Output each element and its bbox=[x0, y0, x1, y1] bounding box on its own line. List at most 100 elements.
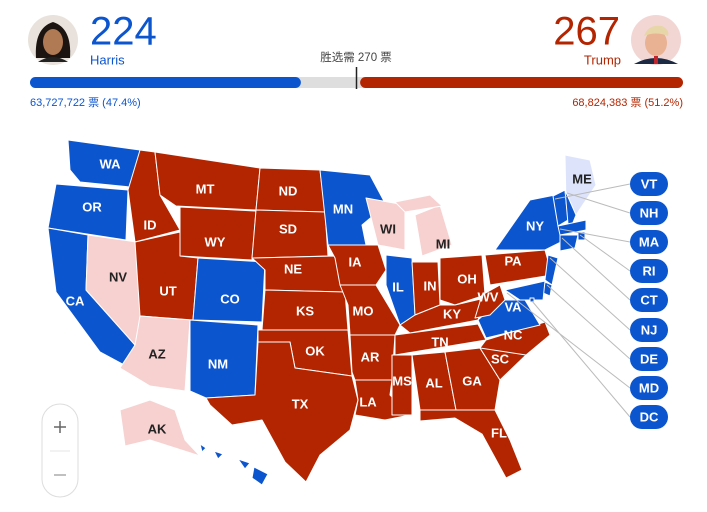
state-button-bg bbox=[630, 172, 668, 196]
state-label: CA bbox=[66, 293, 85, 308]
leader-line bbox=[506, 292, 631, 389]
state-label: WI bbox=[380, 221, 396, 236]
state-shape bbox=[251, 466, 269, 486]
state-label: KY bbox=[443, 306, 461, 321]
state-shape bbox=[529, 297, 535, 303]
state-shape bbox=[559, 234, 579, 252]
state-label: GA bbox=[462, 373, 482, 388]
state-button-bg bbox=[630, 201, 668, 225]
state-shape bbox=[213, 450, 224, 460]
state-button[interactable]: CT bbox=[630, 288, 668, 312]
state-label: PA bbox=[504, 253, 522, 268]
state-label: WV bbox=[478, 289, 499, 304]
state-label: IL bbox=[392, 279, 404, 294]
state-shape bbox=[391, 354, 413, 416]
state-shape bbox=[199, 443, 207, 453]
state-button-bg bbox=[630, 288, 668, 312]
us-map: WA OR CA NV ID MT WY UT CO AZ NM ND SD NE KS OK TX MN IA MO… bbox=[47, 139, 668, 486]
state-shape bbox=[67, 139, 141, 189]
state-button-label: RI bbox=[643, 263, 656, 278]
state-label: OH bbox=[457, 271, 477, 286]
state-label: NY bbox=[526, 218, 544, 233]
state-label: TX bbox=[292, 396, 309, 411]
state-shape bbox=[394, 194, 443, 213]
trump-popular-vote: 68,824,383 票 (51.2%) bbox=[572, 96, 683, 109]
state-label: OK bbox=[305, 343, 325, 358]
state-label: CO bbox=[220, 291, 240, 306]
state-shape bbox=[419, 409, 523, 479]
state-label: SD bbox=[279, 221, 297, 236]
leader-line bbox=[546, 284, 631, 360]
state-shape bbox=[119, 399, 201, 457]
leader-line bbox=[579, 234, 631, 272]
harris-electoral-votes: 224 bbox=[90, 10, 157, 54]
state-label: VA bbox=[504, 299, 522, 314]
state-label: NE bbox=[284, 261, 302, 276]
state-shape bbox=[439, 254, 486, 306]
state-button[interactable]: MD bbox=[630, 376, 668, 400]
state-button[interactable]: DC bbox=[630, 405, 668, 429]
state-label: NM bbox=[208, 356, 228, 371]
state-label: TN bbox=[431, 334, 448, 349]
state-button[interactable]: NJ bbox=[630, 318, 668, 342]
state-label: SC bbox=[491, 351, 510, 366]
state-shape bbox=[399, 297, 486, 334]
harris-avatar bbox=[28, 15, 78, 65]
state-button[interactable]: VT bbox=[630, 172, 668, 196]
threshold-label: 胜选需 270 票 bbox=[320, 50, 392, 64]
state-button-bg bbox=[630, 405, 668, 429]
leader-line bbox=[549, 257, 631, 331]
zoom-in[interactable] bbox=[54, 421, 66, 433]
state-label: KS bbox=[296, 303, 314, 318]
threshold-prefix: 胜选需 bbox=[320, 50, 355, 64]
state-shape bbox=[237, 458, 251, 470]
state-label: MN bbox=[333, 201, 353, 216]
state-button-label: MA bbox=[639, 234, 660, 249]
state-label: WY bbox=[205, 234, 226, 249]
state-shape bbox=[365, 197, 406, 251]
harris-name: Harris bbox=[90, 52, 125, 67]
zoom-control bbox=[41, 403, 79, 498]
state-button-label: VT bbox=[641, 176, 658, 191]
state-button-bg bbox=[630, 376, 668, 400]
state-label: NC bbox=[504, 327, 523, 342]
state-button-label: DE bbox=[640, 351, 658, 366]
state-label: WA bbox=[100, 156, 122, 171]
state-shape bbox=[557, 219, 587, 236]
trump-name: Trump bbox=[584, 52, 621, 67]
state-label: AK bbox=[148, 421, 167, 436]
threshold-value: 270 bbox=[358, 52, 377, 64]
state-button[interactable]: MA bbox=[630, 230, 668, 254]
state-label: MI bbox=[436, 236, 450, 251]
state-button-label: NJ bbox=[641, 322, 658, 337]
harris-bar bbox=[30, 77, 301, 88]
state-button-label: NH bbox=[640, 205, 659, 220]
state-label: AR bbox=[361, 349, 380, 364]
state-shape bbox=[154, 151, 261, 211]
state-label: MS bbox=[392, 373, 412, 388]
state-shape bbox=[504, 280, 546, 301]
state-button-bg bbox=[630, 347, 668, 371]
trump-electoral-votes: 267 bbox=[553, 10, 620, 54]
state-label: FL bbox=[491, 425, 507, 440]
state-button[interactable]: NH bbox=[630, 201, 668, 225]
state-label: IN bbox=[424, 278, 437, 293]
state-shape bbox=[474, 284, 506, 319]
state-button[interactable]: DE bbox=[630, 347, 668, 371]
state-label: MT bbox=[196, 181, 215, 196]
trump-avatar bbox=[631, 15, 681, 65]
state-button-label: MD bbox=[639, 380, 659, 395]
trump-bar bbox=[360, 77, 683, 88]
state-button-bg bbox=[630, 259, 668, 283]
leader-line bbox=[566, 192, 631, 214]
state-label: AL bbox=[425, 375, 442, 390]
leader-line bbox=[554, 183, 631, 200]
state-label: ME bbox=[572, 171, 592, 186]
state-label: NV bbox=[109, 269, 127, 284]
state-label: ID bbox=[144, 217, 157, 232]
leader-line bbox=[561, 237, 631, 301]
state-shape bbox=[444, 347, 501, 411]
state-label: AZ bbox=[148, 346, 165, 361]
state-button[interactable]: RI bbox=[630, 259, 668, 283]
